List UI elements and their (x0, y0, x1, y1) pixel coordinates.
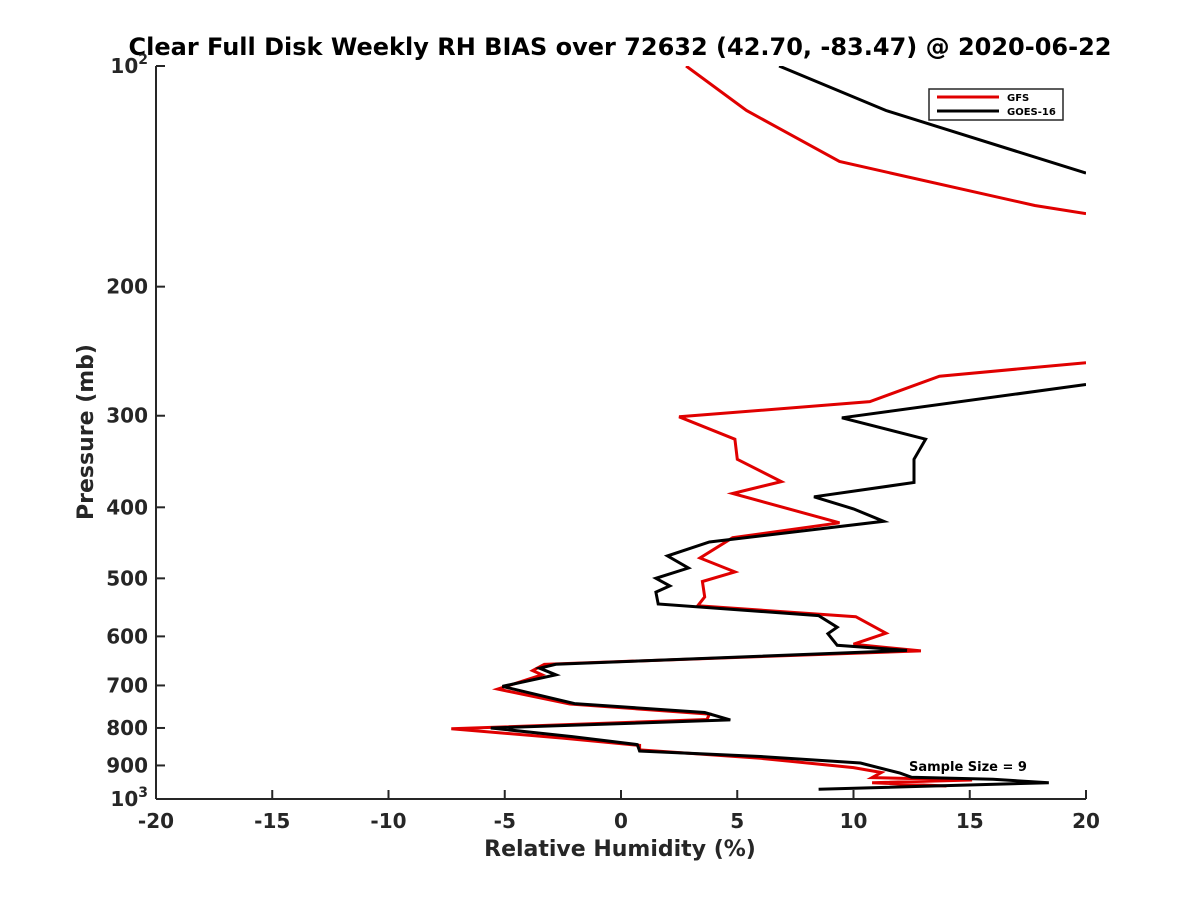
y-tick-label: 300 (106, 404, 148, 428)
x-tick-label: -15 (254, 809, 290, 833)
y-tick-label: 900 (106, 753, 148, 777)
sample-size-annotation: Sample Size = 9 (909, 760, 1027, 775)
series-line-gfs-segment-2 (451, 361, 1086, 788)
y-tick-label: 700 (106, 673, 148, 697)
series-line-gfs-segment-1 (685, 66, 1086, 216)
legend: GFS GOES-16 (928, 88, 1064, 121)
y-tick-label: 102 (110, 52, 148, 78)
x-axis-label: Relative Humidity (%) (484, 837, 756, 862)
x-tick-label: -20 (138, 809, 174, 833)
y-axis-ticks: 102 200 300 400 500 600 700 800 900 103 (106, 52, 165, 811)
x-tick-label: 20 (1072, 809, 1100, 833)
y-tick-label: 800 (106, 716, 148, 740)
x-tick-label: 10 (840, 809, 868, 833)
chart-title: Clear Full Disk Weekly RH BIAS over 7263… (129, 33, 1112, 61)
legend-box (928, 88, 1064, 121)
y-tick-label: 103 (110, 785, 148, 811)
plot-area (155, 66, 1086, 800)
y-tick-label: 200 (106, 275, 148, 299)
legend-label: GOES-16 (1007, 107, 1056, 118)
series-line-goes-16-segment-1 (778, 66, 1086, 175)
x-tick-label: -5 (494, 809, 516, 833)
y-axis-label: Pressure (mb) (74, 344, 99, 520)
y-tick-label: 600 (106, 624, 148, 648)
series-line-goes-16-segment-2 (490, 383, 1086, 791)
x-tick-label: 15 (956, 809, 984, 833)
x-axis-ticks: -20 -15 -10 -5 0 5 10 15 20 (138, 790, 1100, 833)
x-tick-label: -10 (370, 809, 406, 833)
series-lines (451, 66, 1086, 791)
y-tick-label: 500 (106, 566, 148, 590)
x-tick-label: 5 (730, 809, 744, 833)
y-tick-label: 400 (106, 495, 148, 519)
x-tick-label: 0 (614, 809, 628, 833)
legend-label: GFS (1007, 93, 1029, 104)
